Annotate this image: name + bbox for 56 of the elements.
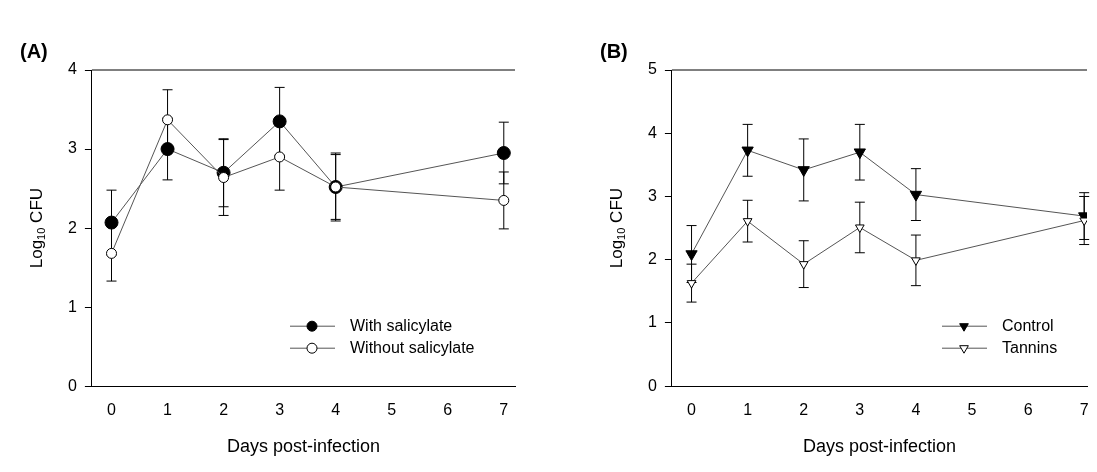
x-tick-label: 3 <box>855 401 865 419</box>
y-tick-label: 4 <box>67 60 77 78</box>
y-tick-label: 0 <box>647 376 657 394</box>
y-tick-label: 3 <box>647 186 657 204</box>
x-tick-label: 1 <box>743 401 753 419</box>
x-tick-label: 4 <box>331 401 341 419</box>
point <box>853 148 866 160</box>
legend-label: With salicylate <box>350 316 453 334</box>
x-tick-label: 7 <box>499 401 509 419</box>
x-tick-label: 0 <box>687 401 697 419</box>
point <box>911 257 921 266</box>
x-tick-label: 5 <box>387 401 397 419</box>
x-tick-label: 6 <box>1023 401 1033 419</box>
point <box>686 280 697 289</box>
chart-title: (A) <box>20 39 48 62</box>
point <box>162 114 174 126</box>
point <box>272 114 287 129</box>
x-tick-label: 7 <box>1079 401 1089 419</box>
point <box>797 166 810 177</box>
x-tick-label: 1 <box>163 401 173 419</box>
x-tick-label: 0 <box>107 401 117 419</box>
point <box>106 247 118 259</box>
legend-label: Tannins <box>1002 338 1058 356</box>
y-tick-label: 5 <box>647 60 657 78</box>
x-tick-label: 4 <box>911 401 921 419</box>
y-tick-label: 0 <box>67 376 77 394</box>
point <box>741 146 754 158</box>
x-tick-label: 6 <box>443 401 453 419</box>
point <box>742 218 753 227</box>
x-tick-label: 2 <box>799 401 809 419</box>
y-tick-label: 1 <box>647 313 657 331</box>
point <box>274 151 286 163</box>
point <box>498 194 510 206</box>
legend-label: Control <box>1002 316 1054 334</box>
x-tick-label: 2 <box>219 401 229 419</box>
point <box>104 215 119 230</box>
y-tick-label: 4 <box>647 123 657 141</box>
point <box>496 146 511 160</box>
point <box>798 261 809 270</box>
x-axis-title: Days post-infection <box>226 436 380 457</box>
point <box>909 190 923 202</box>
y-tick-label: 1 <box>67 297 77 315</box>
legend-label: Without salicylate <box>350 338 475 356</box>
point <box>854 224 865 233</box>
chart-title: (B) <box>600 39 628 62</box>
x-tick-label: 3 <box>275 401 285 419</box>
point <box>685 250 698 262</box>
y-axis-title: Log10 CFU <box>606 187 628 269</box>
y-tick-label: 3 <box>67 139 77 157</box>
x-tick-label: 5 <box>967 401 977 419</box>
y-tick-label: 2 <box>67 218 77 236</box>
point <box>160 142 175 157</box>
y-axis-title: Log10 CFU <box>26 187 48 269</box>
point <box>218 172 230 184</box>
y-tick-label: 2 <box>647 250 657 268</box>
x-axis-title: Days post-infection <box>802 436 956 457</box>
